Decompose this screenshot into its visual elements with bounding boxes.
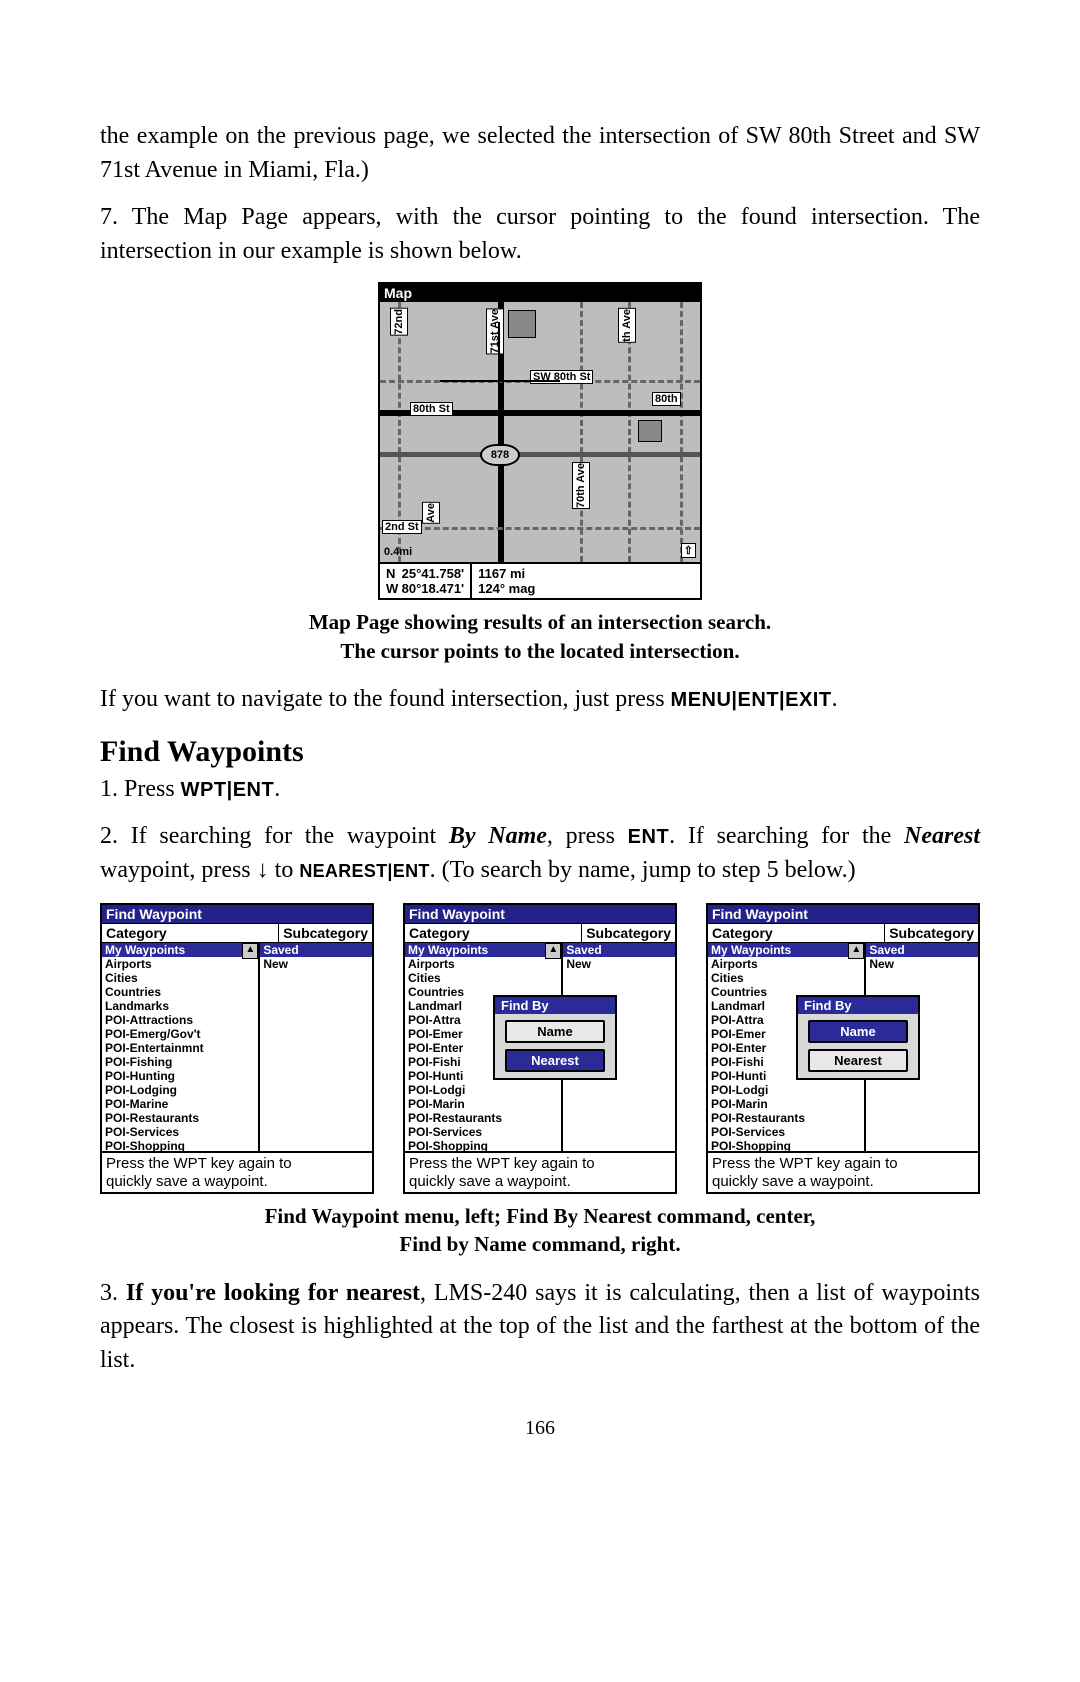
scroll-up-icon[interactable]: ▲ <box>545 943 561 959</box>
scroll-up-icon[interactable]: ▲ <box>848 943 864 959</box>
list-item[interactable]: POI-Attractions <box>102 1013 258 1027</box>
list-item[interactable]: Airports <box>405 957 561 971</box>
map-label-2nd-st: 2nd St <box>382 520 422 534</box>
nearest-button[interactable]: Nearest <box>505 1049 605 1072</box>
list-item[interactable]: POI-Entertainmnt <box>102 1041 258 1055</box>
list-item[interactable]: New <box>563 957 675 971</box>
map-figure: Map 72nd 71st Ave 70th Ave th Ave Ave SW… <box>378 282 702 600</box>
map-label-71st-ave: 71st Ave <box>486 308 504 354</box>
list-item[interactable]: My Waypoints <box>708 943 864 957</box>
list-item[interactable]: Saved <box>563 943 675 957</box>
screenshots-row: Find Waypoint Category Subcategory ▲ My … <box>100 903 980 1194</box>
map-bearing: 124° mag <box>478 581 535 596</box>
window-title: Find Waypoint <box>405 905 675 924</box>
shots-caption-line1: Find Waypoint menu, left; Find By Neares… <box>265 1204 816 1228</box>
screenshot-find-by-name: Find Waypoint Category Subcategory ▲ My … <box>706 903 980 1194</box>
column-header-subcategory: Subcategory <box>279 924 372 942</box>
map-label-80th: 80th <box>652 392 681 406</box>
map-scale: 0.4mi <box>382 546 414 558</box>
list-item[interactable]: POI-Hunting <box>102 1069 258 1083</box>
list-item[interactable]: Countries <box>102 985 258 999</box>
list-item[interactable]: POI-Restaurants <box>405 1111 561 1125</box>
list-item[interactable]: Saved <box>260 943 372 957</box>
list-item[interactable]: My Waypoints <box>102 943 258 957</box>
map-status-bar: N 25°41.758' W 80°18.471' 1167 mi 124° m… <box>380 562 700 598</box>
list-item[interactable]: POI-Lodgi <box>708 1083 864 1097</box>
list-item[interactable]: POI-Shopping <box>708 1139 864 1151</box>
list-item[interactable]: New <box>260 957 372 971</box>
menu-ent-exit-keys: MENU|ENT|EXIT <box>671 689 832 711</box>
compass-icon: ⇧ <box>681 543 696 558</box>
list-item[interactable]: Cities <box>405 971 561 985</box>
paragraph-navigate: If you want to navigate to the found int… <box>100 683 980 717</box>
find-by-popup: Find By Name Nearest <box>493 995 617 1080</box>
subcategory-list[interactable]: SavedNew <box>260 943 372 1151</box>
wpt-ent-keys: WPT|ENT <box>181 779 275 801</box>
window-title: Find Waypoint <box>708 905 978 924</box>
step-3: 3. If you're looking for nearest, LMS-24… <box>100 1277 980 1378</box>
map-label-ave: Ave <box>422 502 440 524</box>
list-item[interactable]: Landmarks <box>102 999 258 1013</box>
list-item[interactable]: POI-Services <box>102 1125 258 1139</box>
list-item[interactable]: Saved <box>866 943 978 957</box>
column-header-category: Category <box>708 924 885 942</box>
list-item[interactable]: POI-Services <box>708 1125 864 1139</box>
list-item[interactable]: POI-Lodgi <box>405 1083 561 1097</box>
nearest-button[interactable]: Nearest <box>808 1049 908 1072</box>
column-header-subcategory: Subcategory <box>885 924 978 942</box>
list-item[interactable]: Airports <box>708 957 864 971</box>
list-item[interactable]: Airports <box>102 957 258 971</box>
list-item[interactable]: POI-Services <box>405 1125 561 1139</box>
list-item[interactable]: POI-Shopping <box>102 1139 258 1151</box>
screenshot-find-waypoint-menu: Find Waypoint Category Subcategory ▲ My … <box>100 903 374 1194</box>
column-header-subcategory: Subcategory <box>582 924 675 942</box>
name-button[interactable]: Name <box>505 1020 605 1043</box>
name-button[interactable]: Name <box>808 1020 908 1043</box>
column-header-category: Category <box>102 924 279 942</box>
step-1: 1. Press WPT|ENT. <box>100 773 980 807</box>
tip-text: Press the WPT key again toquickly save a… <box>102 1151 372 1192</box>
heading-find-waypoints: Find Waypoints <box>100 735 980 769</box>
window-title: Find Waypoint <box>102 905 372 924</box>
map-title: Map <box>380 284 700 302</box>
list-item[interactable]: POI-Marin <box>708 1097 864 1111</box>
map-lat: 25°41.758' <box>402 566 465 581</box>
map-caption-line2: The cursor points to the located interse… <box>340 639 739 663</box>
map-canvas: 72nd 71st Ave 70th Ave th Ave Ave SW 80t… <box>380 302 700 562</box>
map-label-th-ave: th Ave <box>618 308 636 343</box>
step-2: 2. If searching for the waypoint By Name… <box>100 820 980 887</box>
list-item[interactable]: POI-Marin <box>405 1097 561 1111</box>
map-label-80th-st: 80th St <box>410 402 453 416</box>
list-item[interactable]: POI-Restaurants <box>102 1111 258 1125</box>
popup-title: Find By <box>495 997 615 1014</box>
list-item[interactable]: Cities <box>102 971 258 985</box>
column-header-category: Category <box>405 924 582 942</box>
list-item[interactable]: POI-Emerg/Gov't <box>102 1027 258 1041</box>
list-item[interactable]: POI-Fishing <box>102 1055 258 1069</box>
scroll-up-icon[interactable]: ▲ <box>242 943 258 959</box>
popup-title: Find By <box>798 997 918 1014</box>
map-lon: 80°18.471' <box>402 581 465 596</box>
map-label-72nd: 72nd <box>390 308 408 336</box>
page-number: 166 <box>100 1417 980 1440</box>
category-list[interactable]: ▲ My WaypointsAirportsCitiesCountriesLan… <box>102 943 260 1151</box>
paragraph-step7: 7. The Map Page appears, with the cursor… <box>100 201 980 268</box>
list-item[interactable]: POI-Shopping <box>405 1139 561 1151</box>
list-item[interactable]: New <box>866 957 978 971</box>
list-item[interactable]: My Waypoints <box>405 943 561 957</box>
list-item[interactable]: POI-Marine <box>102 1097 258 1111</box>
tip-text: Press the WPT key again toquickly save a… <box>405 1151 675 1192</box>
tip-text: Press the WPT key again toquickly save a… <box>708 1151 978 1192</box>
map-caption-line1: Map Page showing results of an intersect… <box>309 610 771 634</box>
find-by-popup: Find By Name Nearest <box>796 995 920 1080</box>
paragraph-continuation: the example on the previous page, we sel… <box>100 120 980 187</box>
screenshot-find-by-nearest: Find Waypoint Category Subcategory ▲ My … <box>403 903 677 1194</box>
list-item[interactable]: POI-Restaurants <box>708 1111 864 1125</box>
shots-caption-line2: Find by Name command, right. <box>399 1232 680 1256</box>
map-distance: 1167 mi <box>478 566 525 581</box>
route-shield-icon: 878 <box>480 444 520 466</box>
list-item[interactable]: Cities <box>708 971 864 985</box>
list-item[interactable]: POI-Lodging <box>102 1083 258 1097</box>
map-label-70th-ave: 70th Ave <box>572 462 590 509</box>
